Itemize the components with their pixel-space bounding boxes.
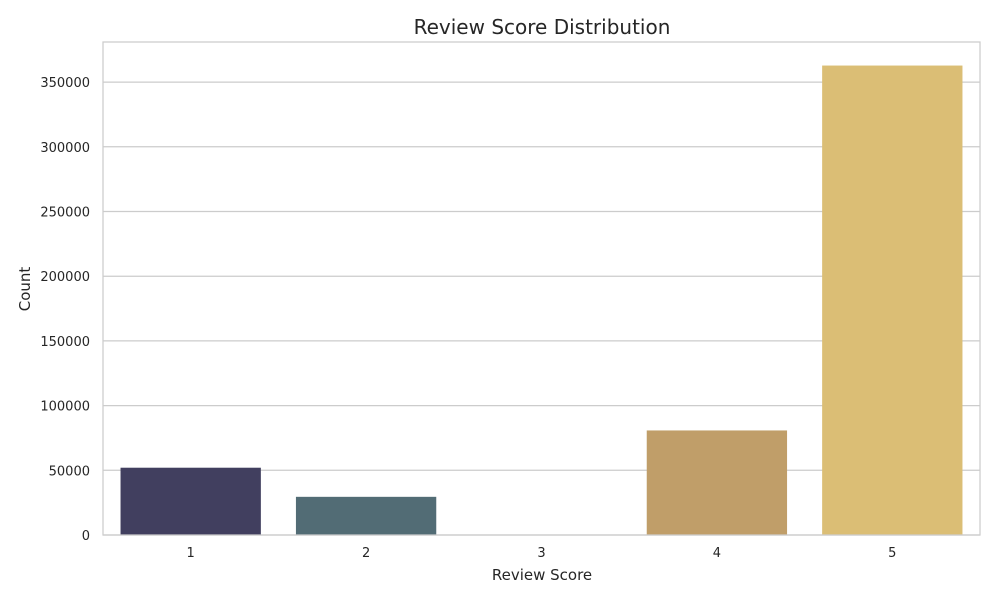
plot-frame — [102, 41, 981, 536]
x-tick-label: 1 — [187, 546, 195, 561]
bar-score-2 — [295, 496, 437, 535]
y-tick-label: 300000 — [40, 141, 90, 156]
y-tick-label: 150000 — [40, 335, 90, 350]
x-tick-labels: 1 2 3 4 5 — [187, 546, 897, 561]
bar-score-4 — [646, 430, 788, 535]
y-tick-label: 100000 — [40, 400, 90, 415]
y-tick-label: 200000 — [40, 270, 90, 285]
x-tick-label: 2 — [362, 546, 370, 561]
y-tick-label: 50000 — [49, 464, 90, 479]
bar-score-5 — [822, 65, 963, 535]
x-tick-label: 4 — [713, 546, 721, 561]
y-tick-label: 250000 — [40, 206, 90, 221]
y-tick-label: 0 — [82, 529, 90, 544]
bars — [120, 65, 963, 535]
y-tick-labels: 0 50000 100000 150000 200000 250000 300000 3500… — [40, 76, 90, 544]
chart-title: Review Score Distribution — [414, 15, 671, 39]
x-axis-label: Review Score — [492, 566, 592, 584]
x-tick-label: 5 — [888, 546, 896, 561]
x-tick-label: 3 — [537, 546, 545, 561]
bar-score-1 — [120, 467, 261, 535]
y-tick-label: 350000 — [40, 76, 90, 91]
y-axis-label: Count — [16, 267, 34, 312]
